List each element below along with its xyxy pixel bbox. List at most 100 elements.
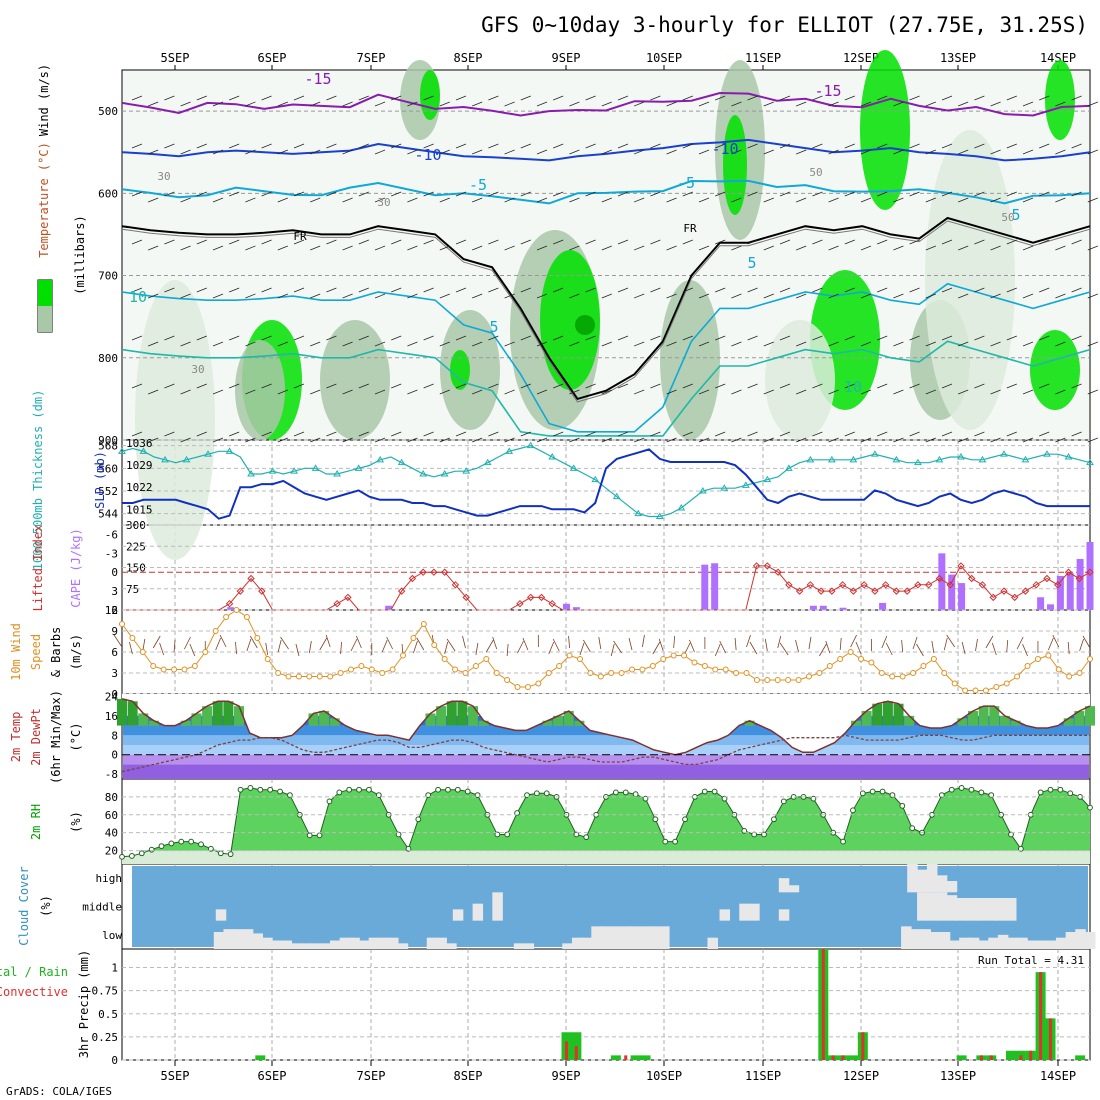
wind-barb: [860, 437, 872, 443]
thickness-point: [1043, 450, 1051, 457]
temperature-warm-fill: [457, 701, 468, 726]
wind-barb: [796, 293, 807, 299]
cape-bar: [1086, 542, 1094, 610]
precip-total-bar: [610, 1055, 621, 1060]
wind-barb: [504, 245, 515, 251]
wind-barb: [1039, 335, 1050, 341]
date-label-bottom: 6SEP: [258, 1069, 287, 1083]
date-label-bottom: 13SEP: [940, 1069, 976, 1083]
cloud-bar-high: [907, 864, 918, 893]
wind-barb: [909, 191, 920, 197]
cloud-bar-low: [581, 937, 593, 949]
wind-speed-point: [358, 663, 365, 669]
wind-barb: [946, 634, 956, 648]
lifted-index-point: [849, 587, 858, 595]
rh-point: [642, 795, 649, 802]
wind-barb: [601, 293, 612, 299]
cape-bar: [711, 563, 719, 610]
wind-barb: [536, 101, 548, 107]
wind-barb: [893, 437, 904, 443]
wind-barb: [455, 383, 467, 389]
wind-barb: [698, 245, 710, 251]
wind-barb: [877, 143, 888, 149]
wind-speed-point: [1076, 670, 1083, 676]
wind-speed-point: [400, 652, 407, 659]
contour-label: 5: [1011, 206, 1020, 224]
wind-speed-point: [972, 687, 979, 694]
wind-speed-point: [150, 663, 157, 669]
wind-barb: [245, 293, 256, 299]
wind-barb: [569, 101, 580, 107]
wind-barb: [407, 293, 418, 299]
thickness-point: [526, 441, 535, 449]
wind-barb: [844, 143, 855, 149]
wind-barb: [747, 335, 758, 341]
wind-barb: [715, 143, 726, 149]
wind-speed-point: [347, 666, 354, 673]
wind-barb: [358, 239, 369, 245]
dewpoint-line: [121, 734, 1090, 773]
rh-point: [672, 838, 679, 845]
wind-barb: [488, 335, 499, 341]
lifted-index-tick-label: 3: [111, 585, 118, 598]
rh-point: [662, 838, 669, 845]
wind-barb: [356, 635, 362, 649]
cloud-bar-low: [281, 940, 293, 949]
date-label-bottom: 10SEP: [646, 1069, 682, 1083]
lifted-index-point: [1086, 568, 1094, 576]
rh-point: [514, 810, 521, 816]
wind-barb: [215, 637, 222, 651]
wind-speed-point: [1066, 673, 1073, 680]
wind-speed-point: [264, 656, 271, 662]
wind-barb: [180, 389, 191, 395]
wind-speed-point: [816, 670, 823, 676]
precip-total-bar: [630, 1055, 641, 1060]
wind-speed-point: [889, 673, 896, 680]
wind-barb: [536, 197, 548, 203]
contour-label: 30: [377, 196, 390, 209]
temperature-warm-fill: [999, 715, 1010, 726]
wind-barb: [585, 287, 596, 293]
lifted-index-point: [1054, 581, 1062, 589]
wind-barb: [974, 143, 985, 149]
wind-barb: [779, 431, 791, 437]
precip-convective-bar: [1019, 1055, 1023, 1060]
rh-panel: 20 40 60 80 2m RH (%): [29, 785, 1093, 864]
wind-barb: [931, 640, 935, 654]
temperature-warm-fill: [138, 713, 149, 726]
thickness-point: [268, 467, 277, 474]
rh-tick-label: 20: [105, 845, 118, 858]
wind-barb: [1087, 437, 1098, 443]
wind-barb: [893, 293, 904, 299]
wind-barb: [763, 341, 774, 347]
lifted-index-point: [1021, 587, 1030, 595]
wind-speed-point: [743, 670, 750, 676]
wind-barb: [912, 636, 918, 650]
wind-barb: [229, 95, 240, 101]
wind-speed-point: [295, 673, 302, 680]
date-label-bottom: 7SEP: [357, 1069, 386, 1083]
wind-barb: [958, 245, 969, 251]
wind-barb: [391, 191, 402, 197]
wind-barb: [391, 431, 402, 437]
wind-speed-point: [379, 670, 386, 676]
wind-barb: [877, 191, 888, 197]
cape-bar: [819, 605, 827, 610]
lifted-index-point: [892, 587, 901, 595]
rh-point: [405, 845, 412, 852]
wind-barb: [245, 197, 256, 203]
slp-tick-label: 1015: [126, 503, 153, 516]
wind-barb: [909, 431, 920, 437]
wind-barb: [310, 341, 321, 347]
wind-barb: [844, 239, 855, 245]
slp-axis-label: SLP (mb): [93, 451, 107, 509]
wind-barb: [666, 245, 677, 251]
wind-barb: [1039, 239, 1050, 245]
rh-point: [652, 816, 659, 823]
cloud-bar-low: [571, 937, 583, 949]
rh-point: [761, 831, 767, 838]
rh-point: [267, 786, 274, 793]
wind-barb: [212, 101, 224, 107]
wind-barb: [342, 293, 353, 299]
lifted-index-point: [1075, 574, 1083, 583]
